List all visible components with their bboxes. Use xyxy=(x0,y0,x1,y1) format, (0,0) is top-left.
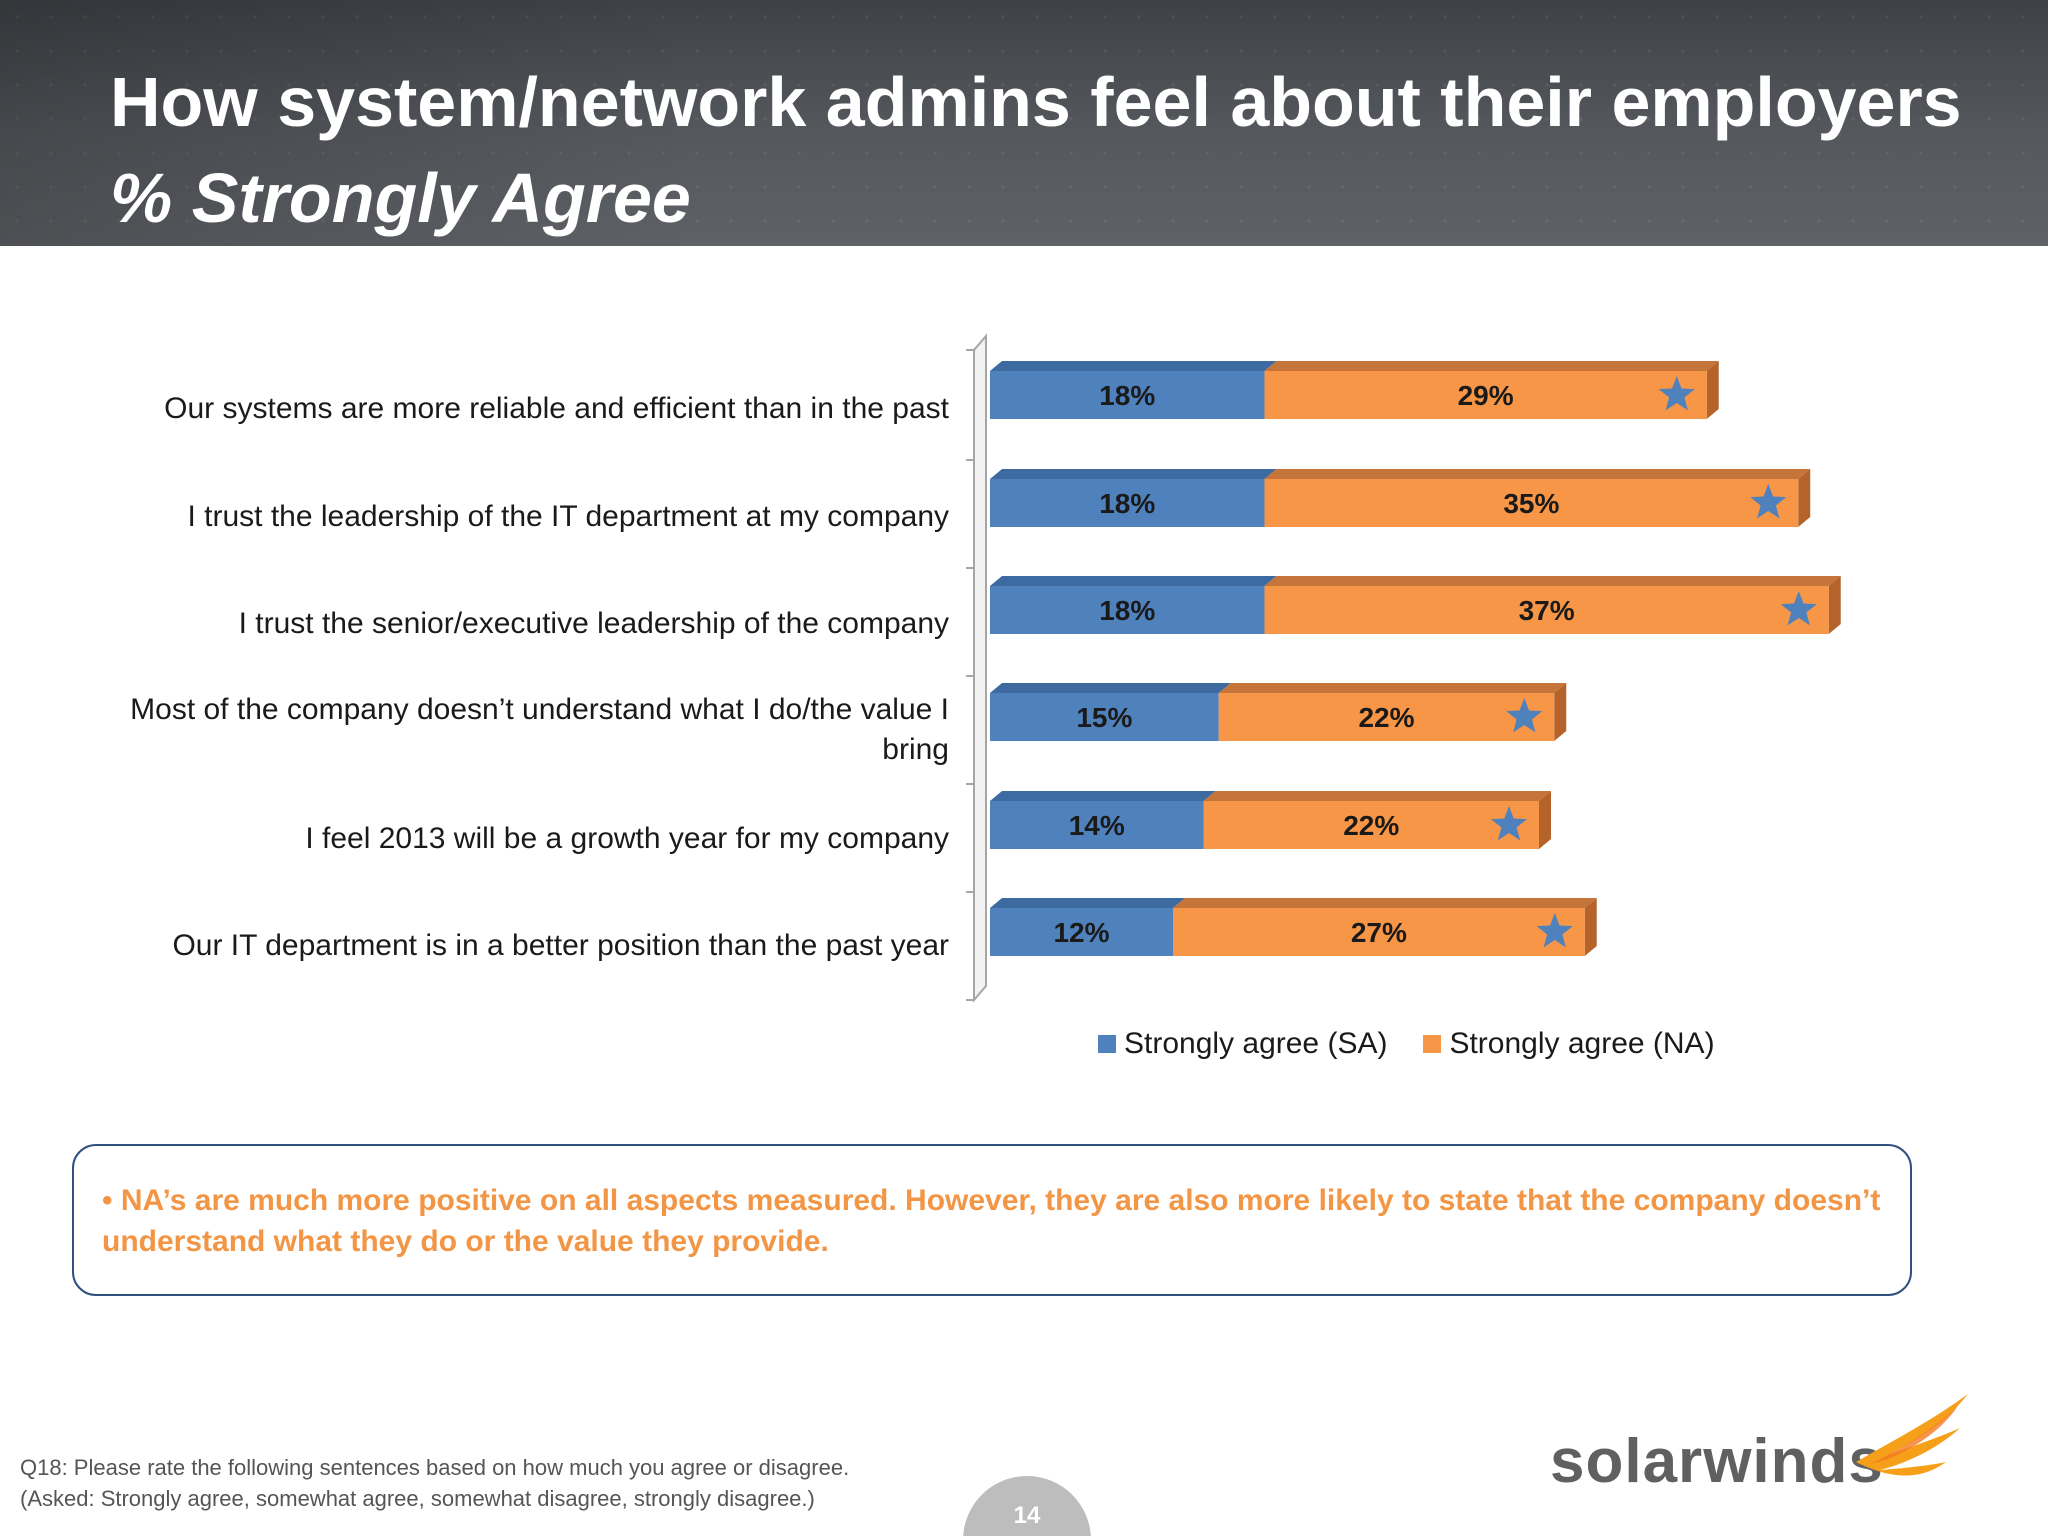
survey-footnote: Q18: Please rate the following sentences… xyxy=(20,1452,849,1514)
category-label: I trust the senior/executive leadership … xyxy=(238,607,949,640)
footnote-line-1: Q18: Please rate the following sentences… xyxy=(20,1455,850,1480)
data-label-na: 27% xyxy=(1351,917,1407,948)
data-label-sa: 18% xyxy=(1099,488,1155,519)
footnote-line-2: (Asked: Strongly agree, somewhat agree, … xyxy=(20,1486,815,1511)
bar-sa-top xyxy=(990,576,1277,586)
star-icon xyxy=(1490,806,1528,841)
bar-sa xyxy=(990,908,1173,956)
bar-na-top xyxy=(1264,469,1811,479)
bar-na-side xyxy=(1584,898,1597,956)
bar-na xyxy=(1218,693,1555,741)
bar-na xyxy=(1264,586,1829,634)
bar-na xyxy=(1264,479,1799,527)
data-label-na: 37% xyxy=(1519,595,1575,626)
chart-legend: Strongly agree (SA) Strongly agree (NA) xyxy=(1098,1024,1715,1064)
bar-na-side xyxy=(1539,791,1551,849)
bar-sa xyxy=(990,801,1204,849)
bar-sa-top xyxy=(990,898,1185,908)
star-icon xyxy=(1536,913,1573,948)
legend-label-na: Strongly agree (NA) xyxy=(1449,1027,1715,1060)
category-label: Our systems are more reliable and effici… xyxy=(164,392,949,425)
bar-sa-top xyxy=(990,683,1231,693)
header-shade xyxy=(0,0,700,246)
bar-na-side xyxy=(1554,683,1567,741)
data-label-sa: 18% xyxy=(1099,595,1155,626)
callout-bullet: • xyxy=(102,1184,113,1217)
bar-sa xyxy=(990,586,1265,634)
slide-subtitle: % Strongly Agree xyxy=(110,159,691,237)
category-label: Most of the company doesn’t understand w… xyxy=(130,693,949,766)
bar-na xyxy=(1264,371,1707,419)
bar-na-top xyxy=(1203,791,1551,801)
bar-na-side xyxy=(1798,469,1811,527)
slide-title: How system/network admins feel about the… xyxy=(110,63,1962,141)
callout-text: NA’s are much more positive on all aspec… xyxy=(102,1184,1881,1258)
legend-swatch-na xyxy=(1423,1035,1442,1053)
data-label-na: 35% xyxy=(1503,488,1559,519)
logo-flame-icon xyxy=(1856,1394,1968,1476)
bar-sa xyxy=(990,479,1265,527)
solarwinds-logo: solarwinds xyxy=(1550,1392,1970,1502)
data-label-na: 29% xyxy=(1458,380,1514,411)
bar-na xyxy=(1203,801,1539,849)
bar-na xyxy=(1173,908,1585,956)
category-label: Our IT department is in a better positio… xyxy=(172,929,949,962)
category-axis-wall xyxy=(973,333,987,1003)
data-label-na: 22% xyxy=(1343,810,1399,841)
bar-sa-top xyxy=(990,791,1216,801)
bar-na-side xyxy=(1706,361,1719,419)
bar-na-top xyxy=(1264,576,1841,586)
logo-wordmark: solarwinds xyxy=(1550,1427,1884,1496)
star-icon xyxy=(1780,591,1817,626)
key-insight-callout: • NA’s are much more positive on all asp… xyxy=(72,1144,1912,1296)
legend-label-sa: Strongly agree (SA) xyxy=(1124,1027,1388,1060)
data-label-sa: 18% xyxy=(1099,380,1155,411)
legend-item-na: Strongly agree (NA) xyxy=(1423,1027,1715,1061)
data-label-sa: 15% xyxy=(1076,702,1132,733)
bar-na-top xyxy=(1218,683,1567,693)
bar-sa-top xyxy=(990,361,1277,371)
header-texture xyxy=(0,0,2048,246)
bar-sa xyxy=(990,371,1265,419)
slide-header: How system/network admins feel about the… xyxy=(0,0,2048,246)
bar-sa xyxy=(990,693,1219,741)
category-label: I feel 2013 will be a growth year for my… xyxy=(305,822,949,855)
bar-sa-top xyxy=(990,469,1277,479)
star-icon xyxy=(1506,698,1543,733)
bar-na-top xyxy=(1173,898,1597,908)
legend-swatch-sa xyxy=(1098,1035,1116,1053)
bar-na-side xyxy=(1828,576,1841,634)
data-label-sa: 14% xyxy=(1069,810,1125,841)
star-icon xyxy=(1750,484,1787,519)
data-label-na: 22% xyxy=(1358,702,1414,733)
category-label: I trust the leadership of the IT departm… xyxy=(187,500,950,533)
legend-item-sa: Strongly agree (SA) xyxy=(1098,1027,1387,1061)
star-icon xyxy=(1658,376,1695,411)
data-label-sa: 12% xyxy=(1053,917,1109,948)
bar-na-top xyxy=(1264,361,1719,371)
